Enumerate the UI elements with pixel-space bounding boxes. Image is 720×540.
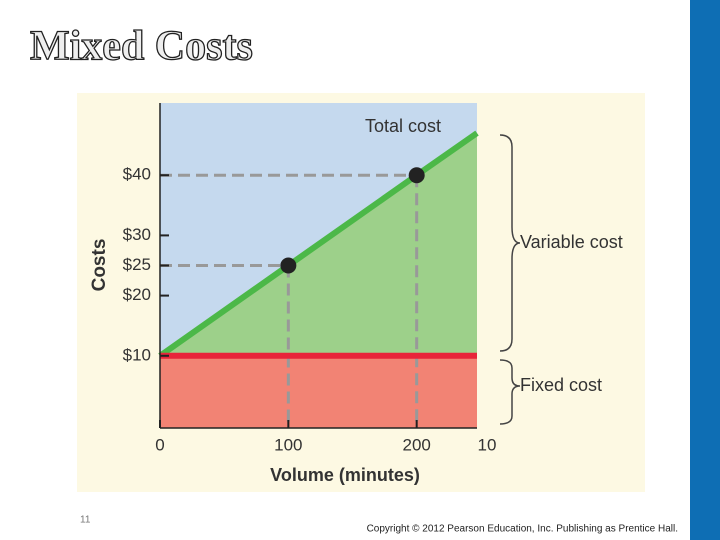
- x-tick-label: 0: [155, 435, 164, 454]
- variable-brace: [499, 134, 521, 352]
- slide-number: 11: [80, 515, 91, 526]
- side-bar: [690, 0, 720, 540]
- x-tick-label: 100: [274, 435, 302, 454]
- data-point: [280, 257, 297, 274]
- fixed-cost-area: [160, 355, 477, 428]
- y-axis-label: Costs: [89, 239, 110, 292]
- fixed-brace: [499, 359, 521, 425]
- fixed-cost-label: Fixed cost: [520, 375, 602, 395]
- variable-cost-label: Variable cost: [520, 232, 623, 252]
- data-point: [408, 167, 425, 184]
- y-tick-label: $30: [123, 225, 151, 244]
- slide-title: Mixed Costs: [30, 24, 253, 70]
- y-tick-label: $20: [123, 285, 151, 304]
- y-tick-label: $10: [123, 345, 151, 364]
- y-tick-label: $40: [123, 165, 151, 184]
- x-axis-label: Volume (minutes): [270, 465, 420, 485]
- cropped-tick-label: 10: [478, 435, 497, 454]
- plot: $10 $20 $25 $30 $40 0 100 200: [123, 103, 479, 454]
- series-line: [158, 130, 479, 359]
- total-cost-label: Total cost: [365, 116, 441, 136]
- y-tick-label: $25: [123, 255, 151, 274]
- copyright: Copyright © 2012 Pearson Education, Inc.…: [367, 524, 678, 535]
- x-tick-label: 200: [402, 435, 430, 454]
